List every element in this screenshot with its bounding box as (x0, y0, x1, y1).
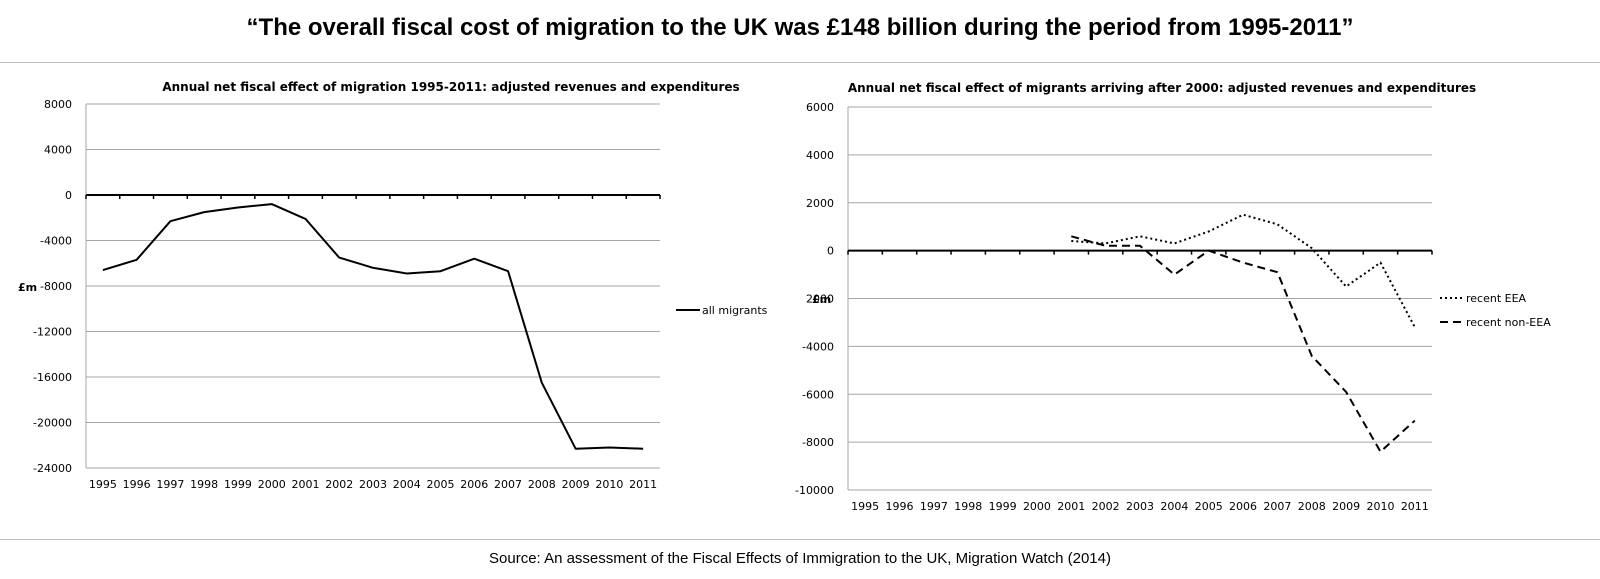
x-tick-label: 2001 (291, 478, 319, 491)
x-tick-label: 1999 (224, 478, 252, 491)
y-tick-label: -4000 (40, 235, 72, 248)
legend-label: recent non-EEA (1466, 316, 1551, 329)
y-tick-label: 8000 (44, 98, 72, 111)
y-tick-label: -12000 (33, 326, 72, 339)
y-axis-label: £m (18, 281, 37, 294)
left-line-chart: Annual net fiscal effect of migration 19… (18, 80, 768, 491)
x-tick-label: 1997 (156, 478, 184, 491)
x-tick-label: 2010 (595, 478, 623, 491)
y-tick-label: -6000 (802, 388, 834, 401)
y-tick-label: -20000 (33, 417, 72, 430)
chart-title: Annual net fiscal effect of migration 19… (162, 80, 739, 94)
x-tick-label: 2008 (528, 478, 556, 491)
right-line-chart: Annual net fiscal effect of migrants arr… (795, 81, 1551, 513)
y-tick-label: 2000 (806, 293, 834, 306)
y-tick-label: 4000 (806, 149, 834, 162)
x-tick-label: 1996 (886, 500, 914, 513)
y-tick-label: -4000 (802, 340, 834, 353)
x-tick-label: 2011 (1401, 500, 1429, 513)
x-tick-label: 1997 (920, 500, 948, 513)
y-tick-label: 2000 (806, 197, 834, 210)
x-tick-label: 1995 (89, 478, 117, 491)
x-tick-label: 2006 (460, 478, 488, 491)
legend-label: recent EEA (1466, 292, 1527, 305)
y-tick-label: -8000 (802, 436, 834, 449)
x-tick-label: 2002 (1092, 500, 1120, 513)
source-caption: Source: An assessment of the Fiscal Effe… (489, 550, 1111, 567)
y-tick-label: -8000 (40, 280, 72, 293)
x-tick-label: 1998 (190, 478, 218, 491)
y-tick-label: -24000 (33, 462, 72, 475)
x-tick-label: 2005 (427, 478, 455, 491)
x-tick-label: 2009 (1332, 500, 1360, 513)
x-tick-label: 1995 (851, 500, 879, 513)
x-tick-label: 1999 (989, 500, 1017, 513)
y-tick-label: -16000 (33, 371, 72, 384)
y-tick-label: 6000 (806, 101, 834, 114)
x-tick-label: 2000 (258, 478, 286, 491)
x-tick-label: 2006 (1229, 500, 1257, 513)
x-tick-label: 2008 (1298, 500, 1326, 513)
x-tick-label: 2005 (1195, 500, 1223, 513)
x-tick-label: 2009 (562, 478, 590, 491)
chart-title: Annual net fiscal effect of migrants arr… (848, 81, 1476, 95)
x-tick-label: 2010 (1366, 500, 1394, 513)
series-line (1071, 213, 1416, 328)
y-tick-label: -10000 (795, 484, 834, 497)
x-tick-label: 2004 (393, 478, 421, 491)
x-tick-label: 2002 (325, 478, 353, 491)
x-tick-label: 2003 (359, 478, 387, 491)
x-tick-label: 1996 (123, 478, 151, 491)
x-tick-label: 2004 (1160, 500, 1188, 513)
x-tick-label: 2007 (494, 478, 522, 491)
top-divider (0, 62, 1600, 63)
x-tick-label: 2007 (1263, 500, 1291, 513)
y-tick-label: 0 (827, 245, 834, 258)
x-tick-label: 2011 (629, 478, 657, 491)
series-line (1071, 235, 1416, 453)
headline-quote: “The overall fiscal cost of migration to… (246, 14, 1354, 41)
x-tick-label: 2000 (1023, 500, 1051, 513)
y-tick-label: 4000 (44, 144, 72, 157)
x-tick-label: 1998 (954, 500, 982, 513)
legend-label: all migrants (702, 304, 768, 317)
bottom-divider (0, 539, 1600, 540)
x-tick-label: 2001 (1057, 500, 1085, 513)
y-axis-label: £m (812, 293, 831, 306)
y-tick-label: 0 (65, 189, 72, 202)
x-tick-label: 2003 (1126, 500, 1154, 513)
